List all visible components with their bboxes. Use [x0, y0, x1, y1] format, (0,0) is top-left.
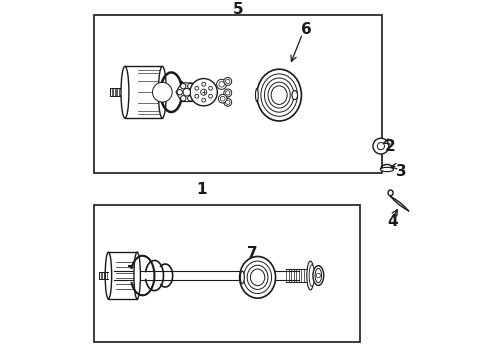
Circle shape — [224, 89, 232, 97]
Ellipse shape — [181, 96, 186, 101]
Ellipse shape — [265, 78, 294, 112]
Ellipse shape — [268, 82, 290, 108]
Ellipse shape — [292, 91, 297, 100]
Ellipse shape — [121, 66, 129, 118]
Ellipse shape — [271, 86, 287, 104]
Circle shape — [220, 96, 225, 101]
Ellipse shape — [202, 82, 206, 86]
Circle shape — [225, 91, 230, 95]
Circle shape — [219, 82, 224, 87]
Ellipse shape — [315, 268, 321, 283]
Circle shape — [217, 79, 227, 89]
Text: 5: 5 — [232, 2, 243, 17]
Ellipse shape — [181, 84, 186, 89]
Circle shape — [316, 273, 320, 278]
Ellipse shape — [240, 256, 275, 298]
Text: 1: 1 — [196, 182, 207, 197]
Ellipse shape — [244, 261, 271, 294]
Circle shape — [373, 138, 389, 154]
Circle shape — [219, 94, 227, 103]
Ellipse shape — [309, 265, 315, 286]
Circle shape — [377, 143, 385, 150]
Ellipse shape — [191, 90, 196, 95]
Ellipse shape — [313, 266, 324, 285]
Text: 3: 3 — [396, 164, 407, 179]
Circle shape — [183, 89, 191, 96]
Circle shape — [225, 79, 230, 84]
Ellipse shape — [381, 167, 393, 172]
Ellipse shape — [195, 86, 199, 90]
Circle shape — [201, 89, 207, 95]
Bar — [94, 206, 360, 342]
Ellipse shape — [188, 96, 193, 101]
Polygon shape — [176, 83, 197, 102]
Ellipse shape — [209, 86, 213, 90]
Text: 6: 6 — [301, 22, 312, 37]
Ellipse shape — [247, 265, 268, 289]
Ellipse shape — [257, 69, 301, 121]
Circle shape — [190, 78, 218, 106]
Ellipse shape — [255, 89, 258, 102]
Circle shape — [224, 77, 232, 85]
Text: 4: 4 — [387, 214, 398, 229]
Ellipse shape — [134, 252, 141, 299]
Ellipse shape — [307, 261, 314, 290]
Ellipse shape — [261, 74, 297, 116]
Ellipse shape — [188, 84, 193, 89]
Ellipse shape — [158, 66, 166, 118]
Ellipse shape — [202, 98, 206, 102]
Ellipse shape — [209, 94, 213, 98]
Bar — [94, 15, 382, 173]
Text: 2: 2 — [385, 139, 396, 154]
Circle shape — [225, 100, 230, 104]
Ellipse shape — [177, 90, 182, 95]
Ellipse shape — [240, 271, 245, 284]
Circle shape — [152, 82, 172, 102]
Ellipse shape — [105, 252, 112, 299]
Ellipse shape — [195, 94, 199, 98]
Text: 7: 7 — [247, 247, 258, 261]
Ellipse shape — [250, 269, 265, 286]
Circle shape — [224, 98, 232, 106]
